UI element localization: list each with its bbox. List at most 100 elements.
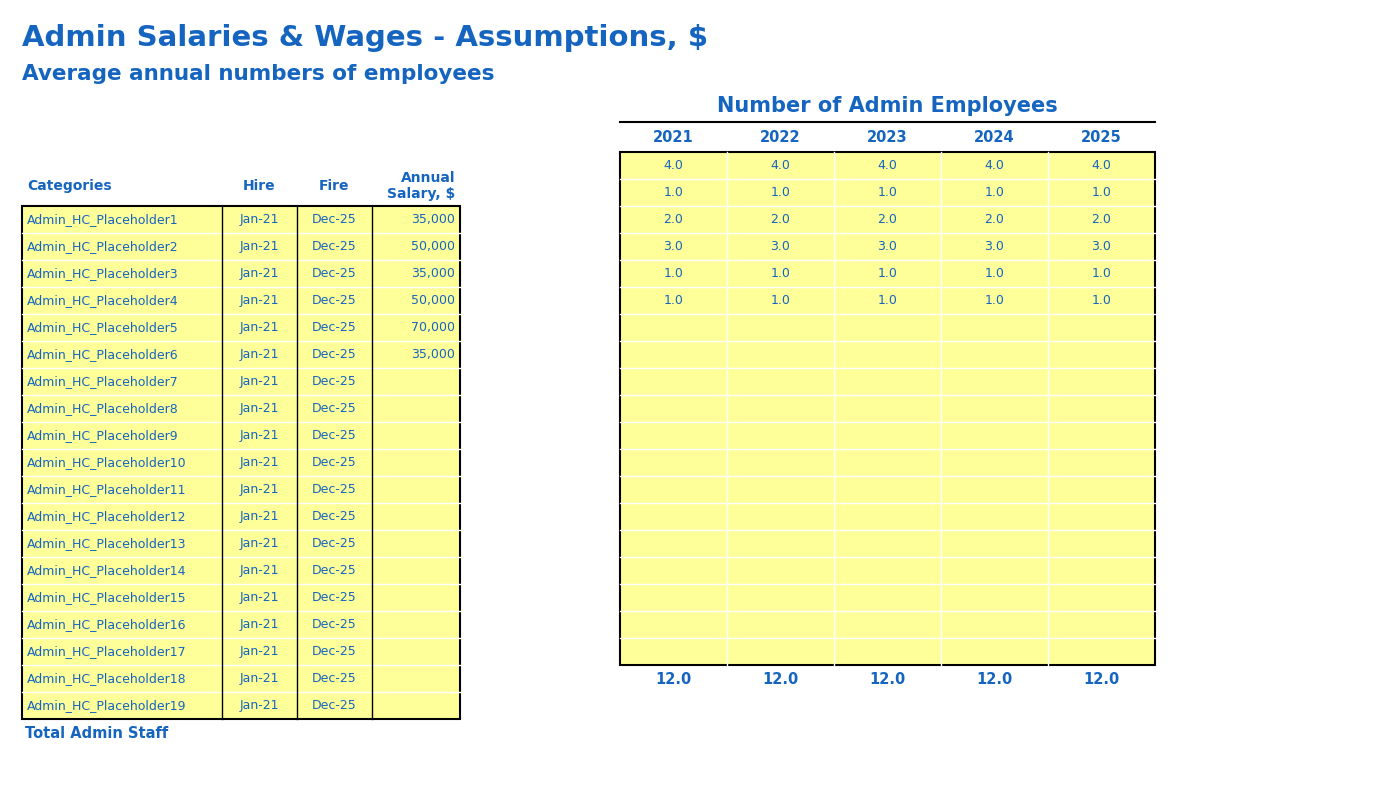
Text: 2.0: 2.0 [984,213,1005,226]
Bar [22,476,461,503]
Text: 50,000: 50,000 [410,240,455,253]
Text: Dec-25: Dec-25 [313,267,357,280]
Text: 35,000: 35,000 [412,348,455,361]
Text: Dec-25: Dec-25 [313,591,357,604]
Text: Jan-21: Jan-21 [240,375,279,388]
Text: Admin_HC_Placeholder16: Admin_HC_Placeholder16 [27,618,187,631]
Text: Admin_HC_Placeholder13: Admin_HC_Placeholder13 [27,537,187,550]
Text: 12.0: 12.0 [1083,671,1120,686]
Text: Dec-25: Dec-25 [313,456,357,469]
Text: Jan-21: Jan-21 [240,348,279,361]
Bar [22,260,461,287]
Text: 1.0: 1.0 [1092,267,1111,280]
Bar [620,503,1154,530]
Text: Admin_HC_Placeholder5: Admin_HC_Placeholder5 [27,321,179,334]
Text: Admin_HC_Placeholder4: Admin_HC_Placeholder4 [27,294,179,307]
Text: 1.0: 1.0 [984,267,1005,280]
Text: 12.0: 12.0 [655,671,691,686]
Bar [22,395,461,422]
Bar [22,449,461,476]
Text: Jan-21: Jan-21 [240,321,279,334]
Text: Jan-21: Jan-21 [240,672,279,685]
Text: Total Admin Staff: Total Admin Staff [25,725,169,740]
Text: 3.0: 3.0 [663,240,684,253]
Bar [22,314,461,341]
Text: 3.0: 3.0 [984,240,1005,253]
Text: 2024: 2024 [974,130,1015,145]
Text: Jan-21: Jan-21 [240,645,279,658]
Bar [620,611,1154,638]
Text: Jan-21: Jan-21 [240,537,279,550]
Text: Admin_HC_Placeholder15: Admin_HC_Placeholder15 [27,591,187,604]
Bar [22,341,461,368]
Bar [620,422,1154,449]
Text: Admin_HC_Placeholder19: Admin_HC_Placeholder19 [27,699,187,712]
Text: Dec-25: Dec-25 [313,510,357,523]
Text: Admin Salaries & Wages - Assumptions, $: Admin Salaries & Wages - Assumptions, $ [22,24,708,52]
Text: Admin_HC_Placeholder17: Admin_HC_Placeholder17 [27,645,187,658]
Bar [620,206,1154,233]
Bar [22,368,461,395]
Text: Admin_HC_Placeholder8: Admin_HC_Placeholder8 [27,402,179,415]
Text: Admin_HC_Placeholder12: Admin_HC_Placeholder12 [27,510,187,523]
Text: 2023: 2023 [867,130,907,145]
Bar [22,557,461,584]
Text: 1.0: 1.0 [1092,294,1111,307]
Text: 2.0: 2.0 [771,213,790,226]
Text: Dec-25: Dec-25 [313,564,357,577]
Text: Jan-21: Jan-21 [240,402,279,415]
Bar [620,152,1154,179]
Text: Jan-21: Jan-21 [240,510,279,523]
Text: 1.0: 1.0 [878,294,898,307]
Text: 35,000: 35,000 [412,267,455,280]
Text: 12.0: 12.0 [870,671,906,686]
Bar [620,584,1154,611]
Text: Dec-25: Dec-25 [313,321,357,334]
Text: Jan-21: Jan-21 [240,267,279,280]
Text: 70,000: 70,000 [410,321,455,334]
Text: 1.0: 1.0 [771,294,790,307]
Bar [620,476,1154,503]
Bar [620,557,1154,584]
Text: Jan-21: Jan-21 [240,456,279,469]
Bar [22,287,461,314]
Text: Jan-21: Jan-21 [240,294,279,307]
Text: Dec-25: Dec-25 [313,645,357,658]
Text: Jan-21: Jan-21 [240,429,279,442]
Text: 2.0: 2.0 [1092,213,1111,226]
Text: 1.0: 1.0 [771,267,790,280]
Text: 1.0: 1.0 [663,186,684,199]
Text: Jan-21: Jan-21 [240,591,279,604]
Bar [620,260,1154,287]
Text: Jan-21: Jan-21 [240,699,279,712]
Text: Admin_HC_Placeholder3: Admin_HC_Placeholder3 [27,267,179,280]
Text: Dec-25: Dec-25 [313,294,357,307]
Bar [620,233,1154,260]
Bar [22,530,461,557]
Bar [620,395,1154,422]
Text: 4.0: 4.0 [771,159,790,172]
Bar [22,206,461,233]
Text: 50,000: 50,000 [410,294,455,307]
Bar [620,179,1154,206]
Text: 12.0: 12.0 [762,671,799,686]
Text: Admin_HC_Placeholder6: Admin_HC_Placeholder6 [27,348,179,361]
Text: Number of Admin Employees: Number of Admin Employees [718,96,1058,116]
Text: Admin_HC_Placeholder18: Admin_HC_Placeholder18 [27,672,187,685]
Text: 1.0: 1.0 [663,294,684,307]
Bar [22,584,461,611]
Bar [620,449,1154,476]
Text: Dec-25: Dec-25 [313,213,357,226]
Text: Dec-25: Dec-25 [313,699,357,712]
Text: Categories: Categories [27,179,112,193]
Text: Admin_HC_Placeholder11: Admin_HC_Placeholder11 [27,483,187,496]
Bar [22,638,461,665]
Bar [620,638,1154,665]
Text: Dec-25: Dec-25 [313,483,357,496]
Text: Jan-21: Jan-21 [240,483,279,496]
Text: 3.0: 3.0 [878,240,898,253]
Text: 35,000: 35,000 [412,213,455,226]
Bar [22,422,461,449]
Bar [620,314,1154,341]
Text: 1.0: 1.0 [878,186,898,199]
